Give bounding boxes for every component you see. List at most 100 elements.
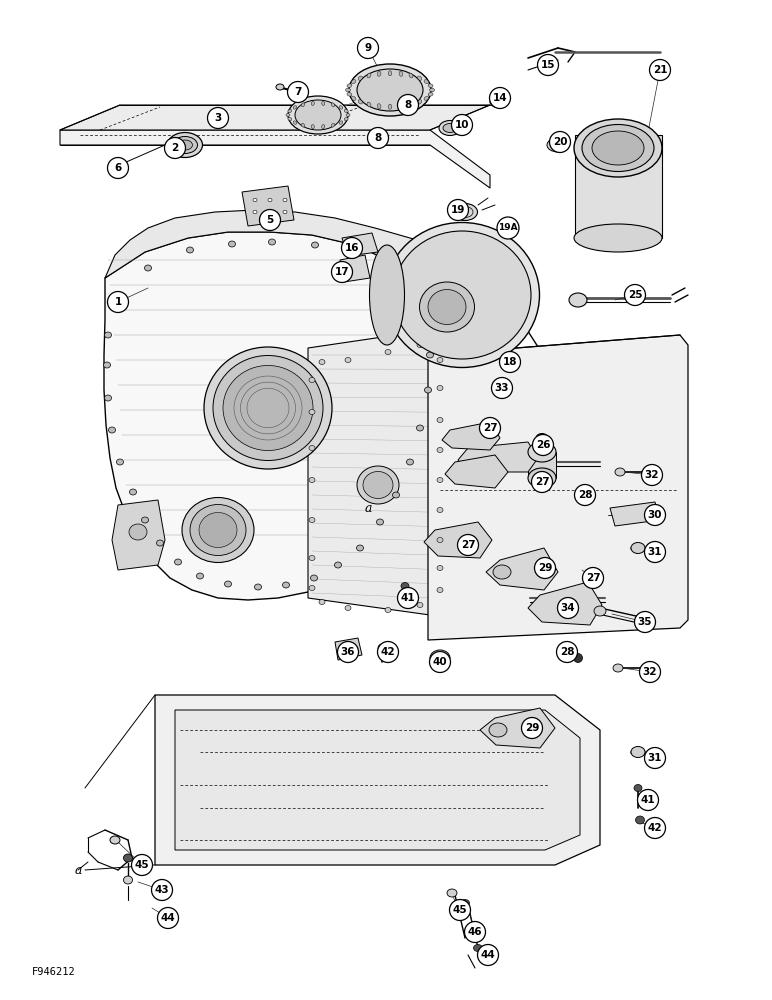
- Ellipse shape: [309, 518, 315, 522]
- Circle shape: [131, 854, 153, 876]
- Ellipse shape: [428, 290, 466, 324]
- Ellipse shape: [199, 512, 237, 548]
- Circle shape: [557, 642, 577, 662]
- Ellipse shape: [344, 117, 348, 121]
- Ellipse shape: [437, 385, 443, 390]
- Ellipse shape: [276, 84, 284, 90]
- Ellipse shape: [385, 350, 391, 355]
- Text: 32: 32: [643, 667, 657, 677]
- Circle shape: [574, 485, 595, 506]
- Ellipse shape: [283, 582, 290, 588]
- Ellipse shape: [346, 88, 350, 92]
- Ellipse shape: [339, 106, 343, 109]
- Circle shape: [499, 352, 520, 372]
- Circle shape: [331, 261, 353, 282]
- Polygon shape: [528, 452, 556, 478]
- Ellipse shape: [331, 103, 334, 107]
- Text: 45: 45: [134, 860, 149, 870]
- Ellipse shape: [430, 650, 450, 666]
- Circle shape: [107, 292, 128, 312]
- Ellipse shape: [439, 120, 461, 135]
- Polygon shape: [112, 500, 165, 570]
- Circle shape: [645, 818, 665, 838]
- Ellipse shape: [309, 585, 315, 590]
- Ellipse shape: [339, 121, 343, 124]
- Ellipse shape: [378, 644, 386, 652]
- Ellipse shape: [144, 265, 151, 271]
- Ellipse shape: [310, 575, 317, 581]
- Text: 6: 6: [114, 163, 122, 173]
- Ellipse shape: [346, 113, 350, 116]
- Ellipse shape: [309, 478, 315, 483]
- Text: 29: 29: [525, 723, 539, 733]
- Ellipse shape: [204, 347, 332, 469]
- Ellipse shape: [384, 223, 540, 367]
- Circle shape: [533, 434, 554, 456]
- Ellipse shape: [424, 80, 428, 84]
- Ellipse shape: [569, 293, 587, 307]
- Ellipse shape: [634, 784, 642, 792]
- Ellipse shape: [172, 136, 198, 153]
- Ellipse shape: [378, 104, 381, 109]
- Polygon shape: [340, 255, 370, 282]
- Ellipse shape: [345, 358, 351, 362]
- Ellipse shape: [367, 73, 371, 78]
- Polygon shape: [428, 335, 688, 640]
- Ellipse shape: [434, 654, 446, 662]
- Text: 8: 8: [405, 100, 411, 110]
- Text: 46: 46: [468, 927, 482, 937]
- Ellipse shape: [130, 489, 137, 495]
- Ellipse shape: [401, 582, 409, 589]
- Ellipse shape: [388, 104, 391, 109]
- Ellipse shape: [269, 239, 276, 245]
- Ellipse shape: [574, 224, 662, 252]
- Ellipse shape: [447, 889, 457, 897]
- Ellipse shape: [419, 282, 475, 332]
- Circle shape: [107, 157, 128, 178]
- Circle shape: [645, 504, 665, 526]
- Ellipse shape: [615, 468, 625, 476]
- Text: 27: 27: [461, 540, 476, 550]
- Ellipse shape: [490, 97, 506, 107]
- Text: 31: 31: [648, 547, 662, 557]
- Ellipse shape: [129, 524, 147, 540]
- Text: 9: 9: [364, 43, 371, 53]
- Ellipse shape: [411, 289, 418, 295]
- Ellipse shape: [473, 944, 482, 952]
- Ellipse shape: [493, 565, 511, 579]
- Text: 16: 16: [345, 243, 359, 253]
- Ellipse shape: [293, 106, 296, 109]
- Ellipse shape: [392, 492, 399, 498]
- Text: 20: 20: [553, 137, 567, 147]
- Ellipse shape: [344, 109, 348, 113]
- Circle shape: [479, 418, 500, 438]
- Ellipse shape: [388, 71, 391, 76]
- Polygon shape: [342, 233, 378, 256]
- Polygon shape: [335, 638, 362, 660]
- Circle shape: [449, 900, 470, 920]
- Text: 15: 15: [540, 60, 555, 70]
- Polygon shape: [480, 708, 555, 748]
- Ellipse shape: [426, 352, 434, 358]
- Polygon shape: [528, 582, 602, 625]
- Ellipse shape: [357, 545, 364, 551]
- Ellipse shape: [301, 103, 305, 107]
- Ellipse shape: [370, 245, 405, 345]
- Circle shape: [458, 534, 479, 556]
- Ellipse shape: [437, 587, 443, 592]
- Ellipse shape: [334, 562, 341, 568]
- Polygon shape: [308, 265, 448, 595]
- Ellipse shape: [437, 566, 443, 570]
- Text: 33: 33: [495, 383, 510, 393]
- Ellipse shape: [141, 517, 148, 523]
- Ellipse shape: [631, 746, 645, 758]
- Circle shape: [557, 597, 578, 618]
- Ellipse shape: [592, 131, 644, 165]
- Polygon shape: [445, 455, 508, 488]
- Ellipse shape: [268, 210, 272, 214]
- Circle shape: [635, 611, 655, 633]
- Text: 19: 19: [451, 205, 466, 215]
- Text: 1: 1: [114, 297, 122, 307]
- Ellipse shape: [409, 73, 413, 78]
- Circle shape: [208, 107, 229, 128]
